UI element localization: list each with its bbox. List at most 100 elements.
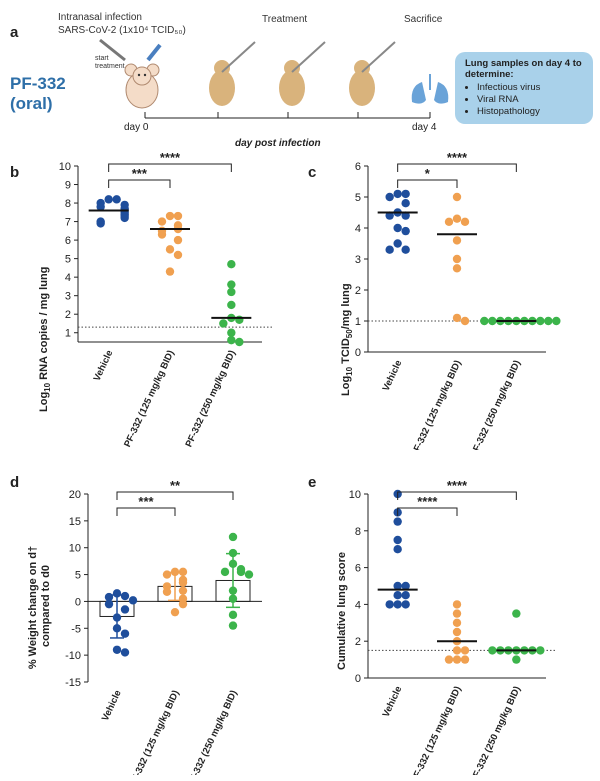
data-point [460, 646, 470, 655]
lungs-icon [411, 74, 449, 104]
data-point [393, 517, 402, 526]
data-point [401, 591, 410, 600]
significance-label: *** [132, 166, 148, 181]
info-item: Infectious virus [477, 82, 583, 94]
data-point [393, 223, 402, 233]
y-tick-label: 10 [69, 543, 81, 555]
data-point [544, 316, 553, 326]
data-point [120, 213, 129, 223]
infection-dose-label: SARS-CoV-2 (1x10⁴ TCID₅₀) [58, 25, 186, 36]
significance-bracket [116, 507, 176, 516]
data-point [104, 195, 113, 204]
info-box-title: Lung samples on day 4 to determine: [465, 58, 582, 80]
y-tick-label: 15 [69, 516, 81, 528]
significance-label: * [425, 166, 431, 181]
drug-route: (oral) [10, 94, 53, 113]
data-point [120, 648, 130, 657]
infection-label: Intranasal infection [58, 12, 142, 23]
chart-d: % Weight change on d† compared to d0 -15… [27, 478, 262, 775]
y-tick-label: 0 [355, 347, 361, 359]
ylabel-suffix: RNA copies / mg lung [38, 267, 50, 383]
treatment-label: Treatment [262, 14, 308, 25]
data-point [104, 599, 114, 609]
data-point [227, 328, 236, 337]
y-tick-label: 10 [349, 489, 361, 501]
significance-label: ** [170, 478, 181, 493]
data-point [393, 581, 402, 591]
data-point [552, 316, 561, 326]
data-point [112, 589, 122, 598]
y-tick-label: 7 [65, 217, 71, 229]
data-point [452, 655, 462, 664]
start-treatment-label: start treatment [95, 55, 125, 71]
y-tick-label: 4 [355, 599, 361, 611]
syringe-icon [99, 38, 162, 62]
category-label: PF-332 (250 mg/kg BID) [185, 689, 240, 775]
data-point [452, 618, 462, 627]
data-point [170, 567, 180, 577]
panel-e-letter: e [308, 474, 317, 491]
drug-name: PF-332 [10, 74, 66, 93]
significance-bracket [108, 163, 232, 172]
significance-label: **** [447, 150, 468, 165]
day0-label: day 0 [124, 122, 149, 133]
panel-d-letter: d [10, 474, 20, 491]
data-point [157, 230, 167, 239]
start-treatment-line1: start [95, 55, 109, 62]
data-point [120, 605, 130, 614]
y-tick-label: 5 [65, 254, 71, 266]
data-point [393, 239, 402, 248]
y-tick-label: -10 [65, 650, 81, 662]
schematic-graphics [99, 38, 449, 119]
y-tick-label: 2 [355, 285, 361, 297]
panel-b-letter: b [10, 164, 20, 181]
data-point [460, 655, 470, 664]
ylabel-sub: 10 [43, 382, 52, 391]
y-tick-label: 9 [65, 180, 71, 192]
data-point [170, 607, 180, 617]
data-point [157, 217, 167, 226]
significance-bracket [397, 507, 458, 516]
y-tick-label: 6 [355, 161, 361, 173]
data-point [385, 192, 394, 202]
y-tick-label: 2 [65, 309, 71, 321]
significance-bracket [116, 491, 234, 500]
data-point [393, 545, 402, 554]
data-point [236, 567, 246, 577]
data-point [452, 600, 462, 609]
ylabel: Cumulative lung score [336, 552, 348, 670]
y-tick-label: 0 [355, 673, 361, 685]
data-point [228, 610, 238, 620]
data-point [162, 587, 172, 596]
data-point [452, 646, 462, 655]
day4-label: day 4 [412, 122, 437, 133]
data-point [228, 594, 238, 603]
significance-bracket [397, 179, 458, 188]
data-point [235, 315, 244, 324]
y-tick-label: 3 [355, 254, 361, 266]
data-point [385, 245, 394, 254]
ylabel: % Weight change on d† compared to d0 [27, 543, 52, 669]
y-tick-label: 2 [355, 636, 361, 648]
data-point [452, 264, 462, 273]
data-point [401, 245, 410, 254]
significance-bracket [108, 179, 171, 188]
category-label: PF-332 (250 mg/kg BID) [468, 359, 523, 450]
y-tick-label: 0 [75, 596, 81, 608]
category-label: Vehicle [92, 349, 116, 383]
significance-bracket [397, 163, 517, 172]
data-point [228, 532, 238, 542]
category-label: Vehicle [381, 685, 405, 719]
sacrifice-label: Sacrifice [404, 14, 443, 25]
data-point [444, 655, 454, 664]
data-point [162, 570, 172, 579]
category-label: PF-332 (125 mg/kg BID) [127, 689, 182, 775]
info-box: Lung samples on day 4 to determine: Infe… [455, 52, 593, 124]
y-tick-label: 8 [355, 526, 361, 538]
y-tick-label: 3 [65, 291, 71, 303]
significance-label: *** [138, 494, 154, 509]
data-point [112, 613, 122, 622]
data-point [96, 219, 105, 228]
